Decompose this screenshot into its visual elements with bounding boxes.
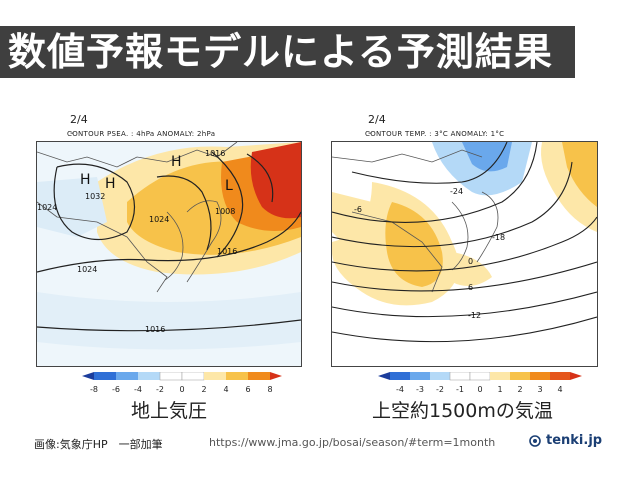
isotherm-label: -12 [468,311,481,320]
colorbar-tick: -2 [156,385,164,394]
colorbar-tick: -8 [90,385,98,394]
tenki-logo-icon [529,434,541,447]
left-map-caption: 地上気圧 [131,400,208,422]
upper-air-temperature-map: -24 -18 -6 0 6 -12 [331,141,598,367]
isobar-label: 1024 [37,203,57,212]
tenki-logo: tenki.jp [528,433,602,448]
page-title: 数値予報モデルによる予測結果 [8,30,553,74]
right-contour-info: CONTOUR TEMP. : 3°C ANOMALY: 1°C [365,130,505,138]
surface-pressure-map: 1016 1024 1008 1016 1024 1032 1024 1016 … [36,141,302,367]
isotherm-label: 0 [468,257,473,266]
isotherm-label: -24 [450,187,463,196]
title-banner: 数値予報モデルによる予測結果 [0,26,575,78]
colorbar-tick: 4 [557,385,562,394]
isotherm-label: 6 [468,283,473,292]
colorbar-tick: 0 [477,385,482,394]
colorbar-tick: -4 [134,385,142,394]
colorbar-tick: 8 [267,385,272,394]
left-colorbar: -8 -6 -4 -2 0 2 4 6 8 [82,372,282,394]
colorbar-tick: 6 [245,385,250,394]
isobar-label: 1016 [145,325,165,334]
isotherm-label: -6 [354,205,362,214]
colorbar-tick: -2 [436,385,444,394]
colorbar-tick: 1 [497,385,502,394]
colorbar-tick: -1 [456,385,464,394]
image-credit: 画像:気象庁HP 一部加筆 [34,438,163,451]
isobar-label: 1016 [217,247,237,256]
high-pressure-symbol: H [171,154,182,170]
isobar-label: 1008 [215,207,235,216]
colorbar-tick: 2 [517,385,522,394]
colorbar-tick: 3 [537,385,542,394]
colorbar-tick: 2 [201,385,206,394]
colorbar-tick: 4 [223,385,228,394]
low-pressure-symbol: L [225,178,233,194]
isobar-label: 1024 [77,265,97,274]
high-pressure-symbol: H [80,172,91,188]
isobar-label: 1032 [85,192,105,201]
isobar-label: 1016 [205,149,225,158]
isotherm-label: -18 [492,233,505,242]
tenki-brand: tenki.jp [546,433,603,448]
isobar-label: 1024 [149,215,169,224]
left-contour-info: CONTOUR PSEA. : 4hPa ANOMALY: 2hPa [67,130,216,138]
colorbar-tick: -6 [112,385,120,394]
colorbar-tick: -3 [416,385,424,394]
colorbar-tick: 0 [179,385,184,394]
right-map-caption: 上空約1500mの気温 [372,400,553,422]
high-pressure-symbol: H [105,176,116,192]
colorbar-tick: -4 [396,385,404,394]
source-url[interactable]: https://www.jma.go.jp/bosai/season/#term… [209,436,496,449]
right-colorbar: -4 -3 -2 -1 0 1 2 3 4 [378,372,582,394]
